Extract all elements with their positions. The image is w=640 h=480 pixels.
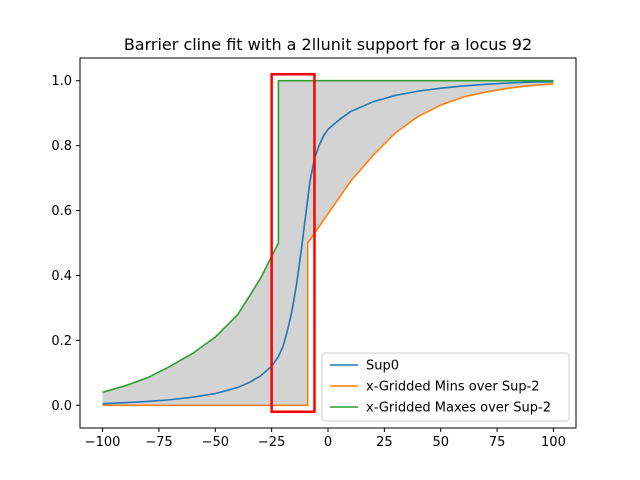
y-tick-label: 1.0 xyxy=(51,74,72,89)
x-tick-label: 0 xyxy=(324,435,332,450)
x-tick-label: 75 xyxy=(489,435,506,450)
x-tick-label: −25 xyxy=(258,435,285,450)
y-tick-label: 0.6 xyxy=(51,204,72,219)
x-tick-label: 100 xyxy=(541,435,566,450)
y-tick-label: 0.8 xyxy=(51,139,72,154)
legend-label: x-Gridded Mins over Sup-2 xyxy=(366,380,540,395)
series-line-2 xyxy=(102,83,554,407)
x-tick-label: 25 xyxy=(376,435,393,450)
x-tick-label: −100 xyxy=(85,435,121,450)
x-tick-label: −75 xyxy=(145,435,172,450)
x-tick-label: −50 xyxy=(202,435,229,450)
y-tick-label: 0.0 xyxy=(51,399,72,414)
legend: Sup0 x-Gridded Mins over Sup-2 x-Gridded M… xyxy=(321,352,570,422)
plot-area xyxy=(102,72,554,414)
axis-ticks: −100 −75 −50 −25 0 25 50 75 100 0.0 0.2 0.4 0.6 0.8 1.… xyxy=(51,74,566,450)
highlight-box xyxy=(270,72,316,414)
y-tick-label: 0.2 xyxy=(51,334,72,349)
legend-box xyxy=(321,352,570,422)
series-line-3 xyxy=(102,79,554,394)
legend-label: x-Gridded Maxes over Sup-2 xyxy=(366,401,551,416)
series-line-1 xyxy=(102,80,554,405)
chart-title: Barrier cline fit with a 2llunit support… xyxy=(124,35,532,54)
x-tick-label: 50 xyxy=(432,435,449,450)
y-tick-label: 0.4 xyxy=(51,269,72,284)
shaded-band xyxy=(102,80,554,406)
legend-label: Sup0 xyxy=(366,359,399,374)
